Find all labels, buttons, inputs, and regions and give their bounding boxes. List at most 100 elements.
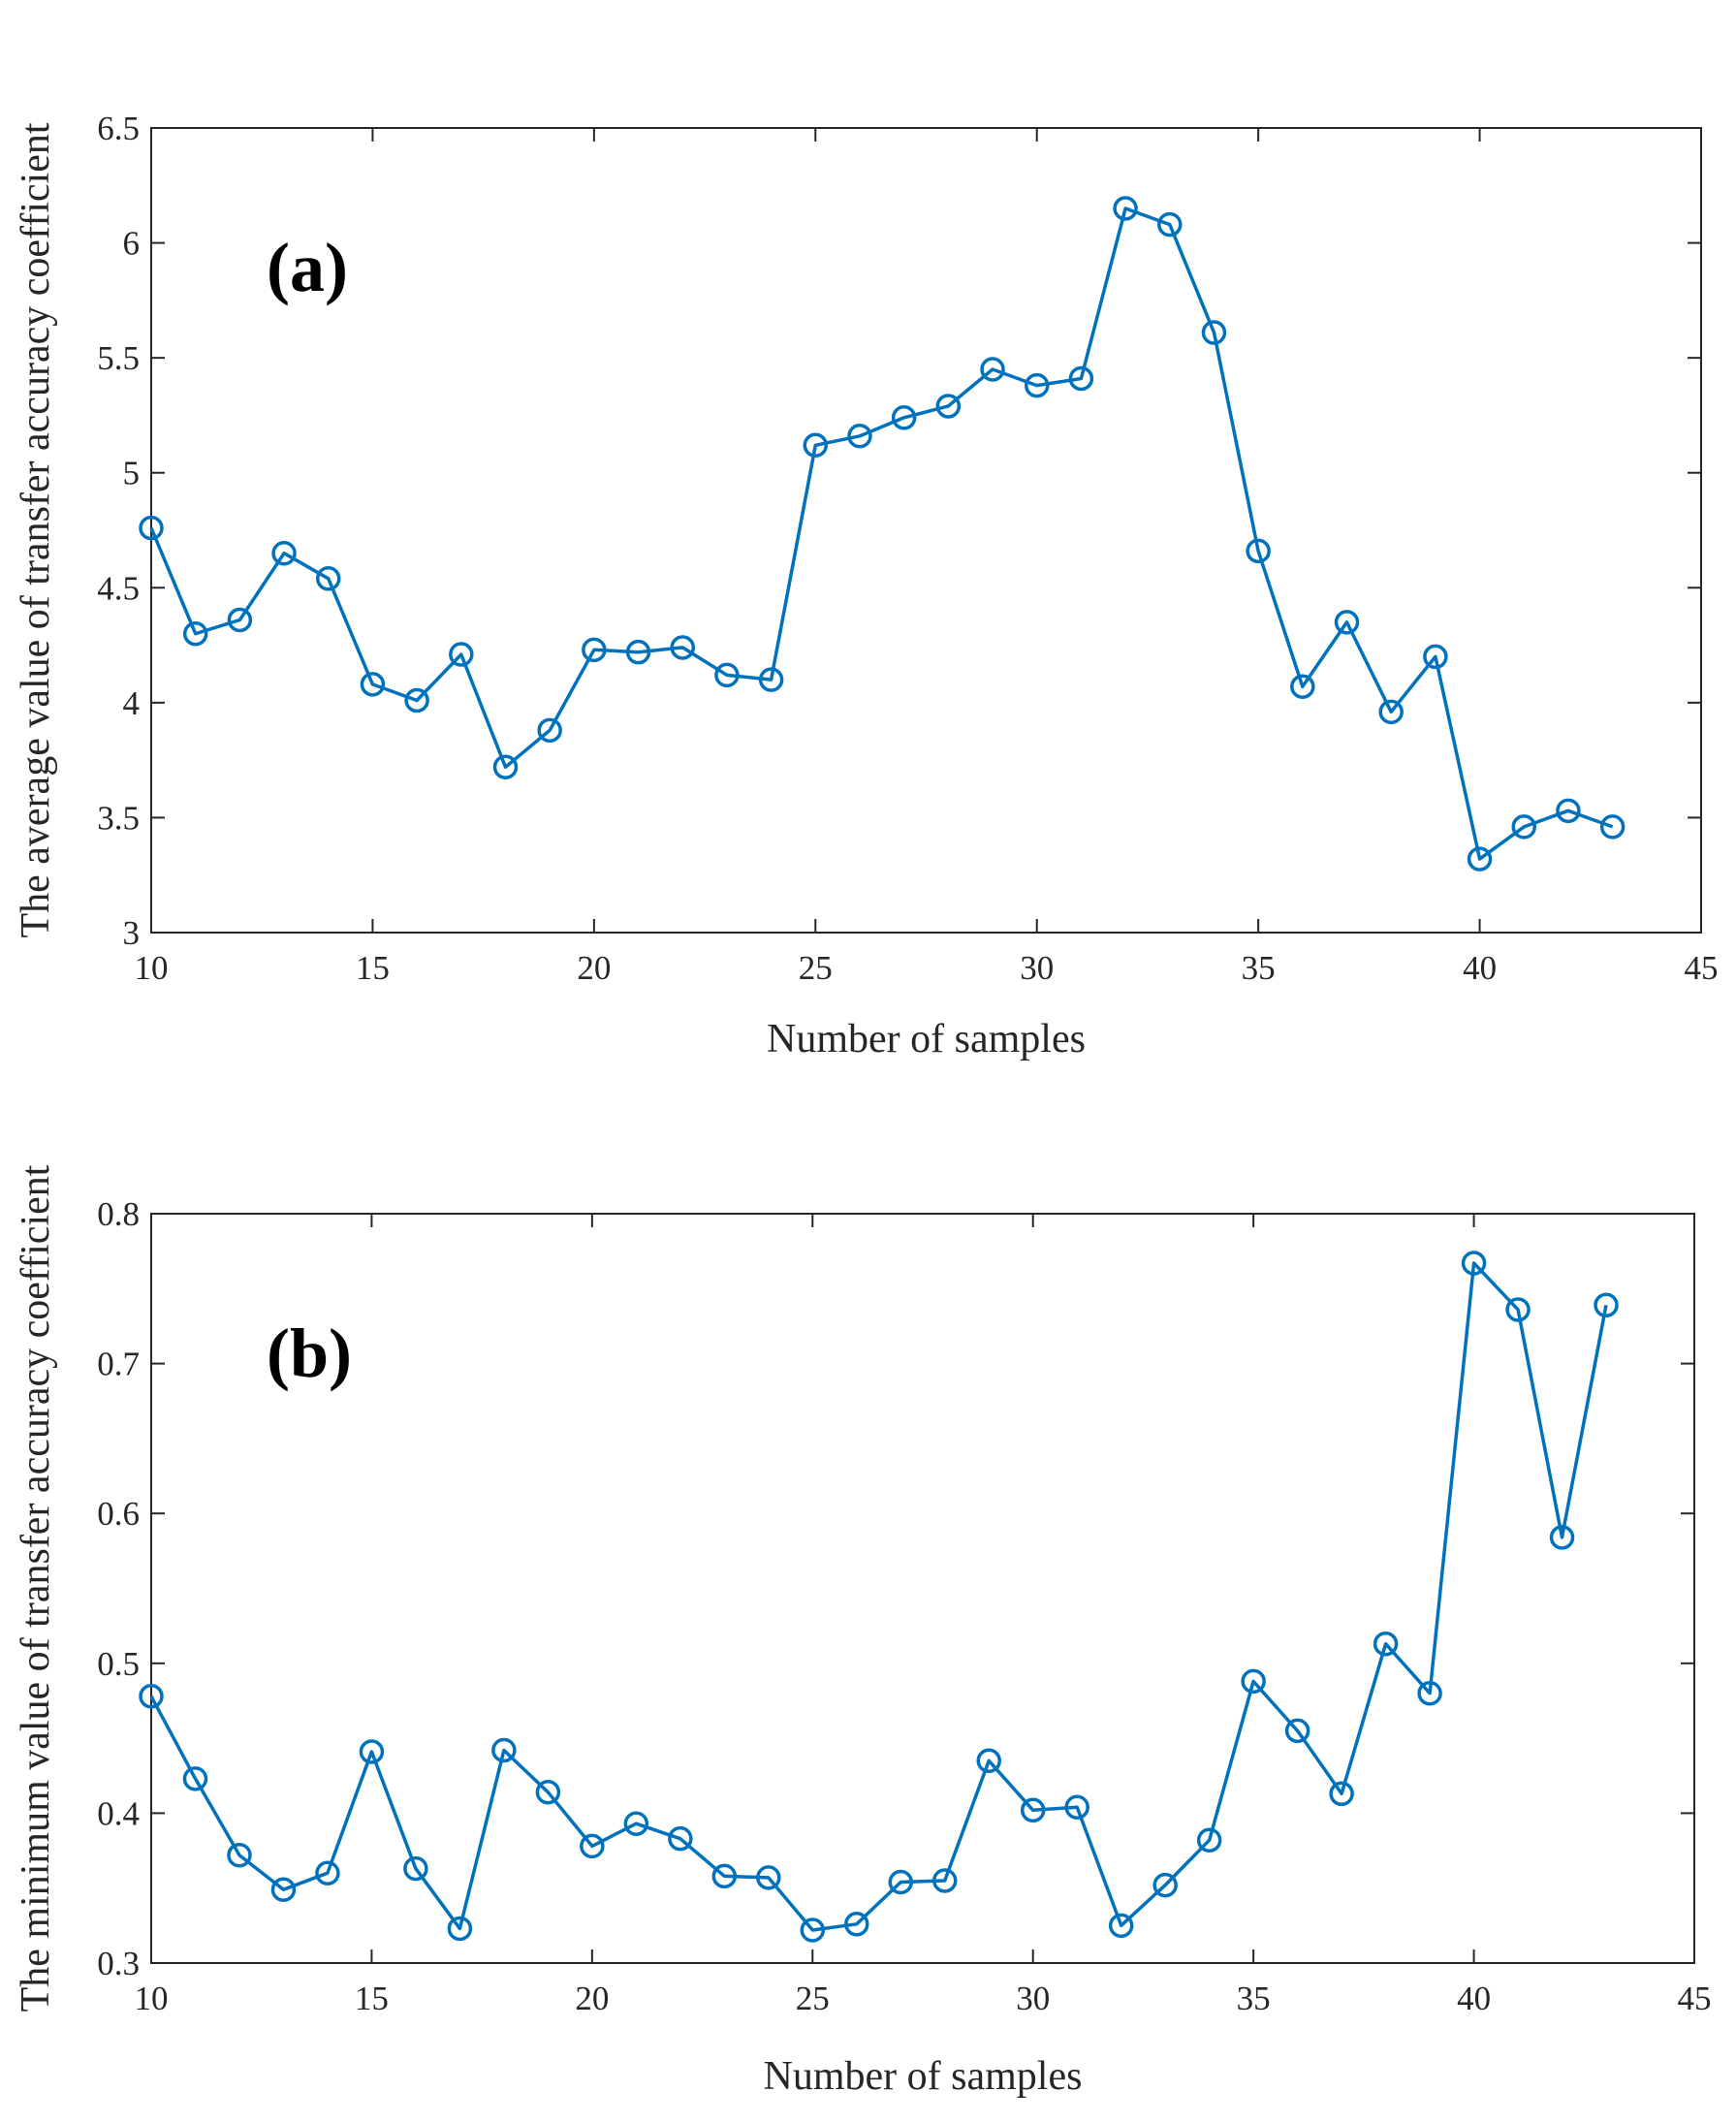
y-tick-label: 0.4 bbox=[97, 1794, 140, 1832]
data-point-marker bbox=[756, 1865, 781, 1890]
data-point-marker bbox=[447, 1916, 473, 1942]
x-tick-label: 35 bbox=[1242, 949, 1276, 987]
data-point-marker bbox=[670, 635, 695, 660]
data-point-marker bbox=[1417, 1680, 1442, 1706]
data-point-marker bbox=[1284, 1718, 1310, 1744]
x-tick-label: 15 bbox=[355, 1980, 389, 2017]
data-point-marker bbox=[711, 1863, 738, 1889]
data-point-marker bbox=[271, 540, 297, 566]
y-axis-title: The average value of transfer accuracy c… bbox=[14, 122, 58, 937]
y-tick-label: 3.5 bbox=[97, 799, 140, 837]
data-point-marker bbox=[1378, 699, 1404, 725]
data-point-marker bbox=[758, 667, 784, 692]
data-point-marker bbox=[625, 639, 651, 665]
panel-label: (a) bbox=[267, 229, 348, 306]
panel-a: 10 15 20 25 30 35 40 45 3 3.5 4 4.5 5 5.5 6 6.5 Number o… bbox=[14, 110, 1719, 1062]
x-tick-label: 10 bbox=[135, 949, 169, 987]
data-point-marker bbox=[891, 405, 917, 430]
y-tick-label: 4.5 bbox=[97, 569, 140, 607]
data-point-marker bbox=[1423, 644, 1448, 670]
x-tick-label: 20 bbox=[577, 949, 611, 987]
y-tick-label: 6 bbox=[123, 225, 141, 263]
data-point-marker bbox=[1201, 320, 1227, 345]
data-point-marker bbox=[1373, 1631, 1399, 1657]
data-point-marker bbox=[980, 357, 1005, 382]
data-point-marker bbox=[1290, 674, 1315, 700]
data-point-marker bbox=[1467, 846, 1493, 871]
data-point-marker bbox=[270, 1877, 297, 1902]
x-tick-label: 25 bbox=[796, 1980, 830, 2017]
data-point-marker bbox=[1246, 538, 1271, 564]
data-point-marker bbox=[139, 515, 164, 541]
data-point-marker bbox=[491, 1737, 517, 1763]
data-point-marker bbox=[139, 1684, 164, 1709]
x-tick-label: 45 bbox=[1678, 1980, 1712, 2017]
panel-label: (b) bbox=[267, 1315, 352, 1392]
data-point-marker bbox=[537, 717, 562, 744]
y-tick-label: 0.6 bbox=[97, 1495, 140, 1533]
x-tick-label: 35 bbox=[1237, 1980, 1271, 2017]
data-point-marker bbox=[360, 672, 386, 697]
data-point-marker bbox=[623, 1811, 649, 1836]
y-tick-label: 4 bbox=[123, 684, 141, 722]
y-tick-label: 0.8 bbox=[97, 1195, 140, 1233]
data-point-marker bbox=[1196, 1827, 1222, 1853]
y-tick-label: 0.3 bbox=[97, 1945, 140, 1982]
data-point-marker bbox=[668, 1825, 693, 1852]
data-point-marker bbox=[803, 432, 829, 459]
data-point-marker bbox=[888, 1869, 914, 1895]
data-point-marker bbox=[931, 1868, 958, 1893]
data-point-marker bbox=[315, 1860, 340, 1885]
x-tick-label: 45 bbox=[1685, 949, 1719, 987]
data-point-marker bbox=[1461, 1251, 1487, 1276]
data-point-marker bbox=[1113, 196, 1138, 221]
y-tick-label: 0.7 bbox=[97, 1346, 140, 1383]
x-tick-label: 30 bbox=[1020, 949, 1054, 987]
data-point-marker bbox=[1556, 798, 1581, 824]
data-point-marker bbox=[1329, 1781, 1354, 1807]
data-point-marker bbox=[1241, 1668, 1266, 1695]
data-point-marker bbox=[582, 637, 607, 663]
data-point-marker bbox=[1599, 814, 1626, 840]
data-point-marker bbox=[935, 394, 962, 419]
data-point-marker bbox=[1594, 1292, 1619, 1318]
data-point-marker bbox=[315, 566, 341, 591]
x-tick-label: 20 bbox=[575, 1980, 609, 2017]
x-tick-label: 30 bbox=[1016, 1980, 1050, 2017]
data-point-marker bbox=[182, 620, 208, 647]
y-tick-label: 6.5 bbox=[97, 110, 140, 147]
data-point-marker bbox=[1064, 1794, 1089, 1820]
x-tick-label: 40 bbox=[1457, 1980, 1491, 2017]
data-point-marker bbox=[1108, 1913, 1134, 1939]
data-point-marker bbox=[227, 1842, 252, 1868]
y-tick-label: 0.5 bbox=[97, 1645, 140, 1683]
y-tick-label: 5.5 bbox=[97, 339, 140, 377]
x-axis-title: Number of samples bbox=[767, 1017, 1086, 1062]
series-line bbox=[149, 1261, 1608, 1932]
y-tick-label: 3 bbox=[123, 914, 141, 952]
data-point-marker bbox=[714, 662, 740, 688]
data-point-marker bbox=[359, 1739, 385, 1764]
x-tick-label: 10 bbox=[135, 1980, 169, 2017]
plot-frame bbox=[150, 1213, 1695, 1964]
data-point-marker bbox=[227, 607, 253, 633]
x-tick-label: 25 bbox=[799, 949, 833, 987]
y-tick-label: 5 bbox=[123, 455, 141, 492]
data-point-marker bbox=[580, 1833, 605, 1859]
x-tick-label: 15 bbox=[356, 949, 390, 987]
data-point-marker bbox=[182, 1766, 208, 1791]
data-point-marker bbox=[1068, 365, 1094, 392]
data-point-marker bbox=[1157, 211, 1183, 238]
data-point-marker bbox=[535, 1780, 561, 1805]
data-point-marker bbox=[1549, 1525, 1575, 1550]
data-point-marker bbox=[844, 1912, 869, 1937]
data-point-marker bbox=[1511, 814, 1537, 840]
data-point-marker bbox=[1505, 1297, 1531, 1322]
data-point-marker bbox=[449, 642, 474, 667]
data-point-marker bbox=[1020, 1797, 1046, 1823]
data-point-marker bbox=[403, 1855, 428, 1882]
x-tick-label: 40 bbox=[1463, 949, 1497, 987]
data-point-marker bbox=[1334, 610, 1360, 635]
data-point-marker bbox=[1152, 1872, 1178, 1898]
